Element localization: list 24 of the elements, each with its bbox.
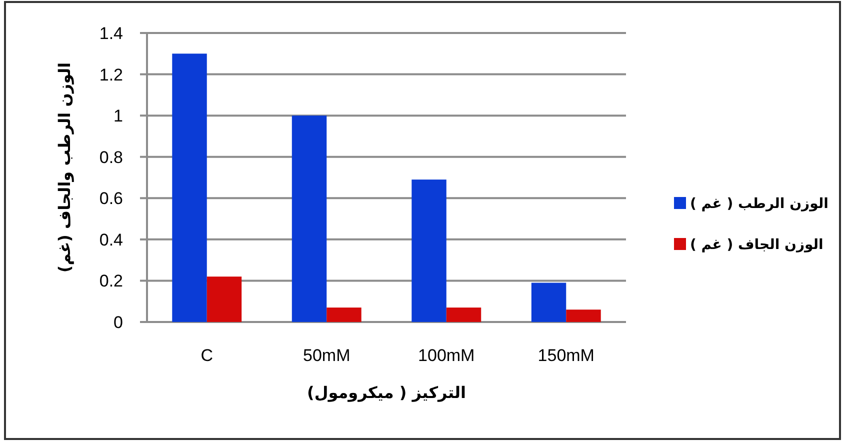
- y-tick-label: 1.2: [99, 65, 123, 84]
- y-axis-title: الوزن الرطب والجاف (غم): [55, 62, 74, 273]
- x-tick-label: C: [200, 346, 214, 365]
- bar: [446, 308, 482, 322]
- bar: [412, 180, 446, 322]
- x-tick-label: 150mM: [538, 346, 594, 365]
- y-tick-label: 0.8: [99, 148, 123, 167]
- y-tick-label: 0.6: [99, 189, 123, 208]
- bar: [566, 310, 601, 322]
- y-tick-label: 0.4: [99, 230, 123, 250]
- bar: [292, 116, 327, 322]
- bar: [206, 276, 242, 322]
- y-tick-label: 1.4: [99, 24, 123, 43]
- y-tick-label: 0.2: [99, 272, 123, 291]
- y-tick-label: 1: [114, 106, 123, 126]
- x-tick-label: 100mM: [418, 346, 475, 365]
- bar: [326, 308, 362, 322]
- legend-label: الوزن الجاف ( غم ): [690, 237, 824, 253]
- x-axis-title: التركيز ( ميكرومول): [307, 383, 466, 402]
- bar: [172, 54, 207, 322]
- x-tick-label: 50mM: [303, 346, 350, 365]
- bar: [531, 282, 566, 322]
- y-tick-label: 0: [114, 313, 123, 332]
- legend-label: الوزن الرطب ( غم ): [690, 196, 828, 212]
